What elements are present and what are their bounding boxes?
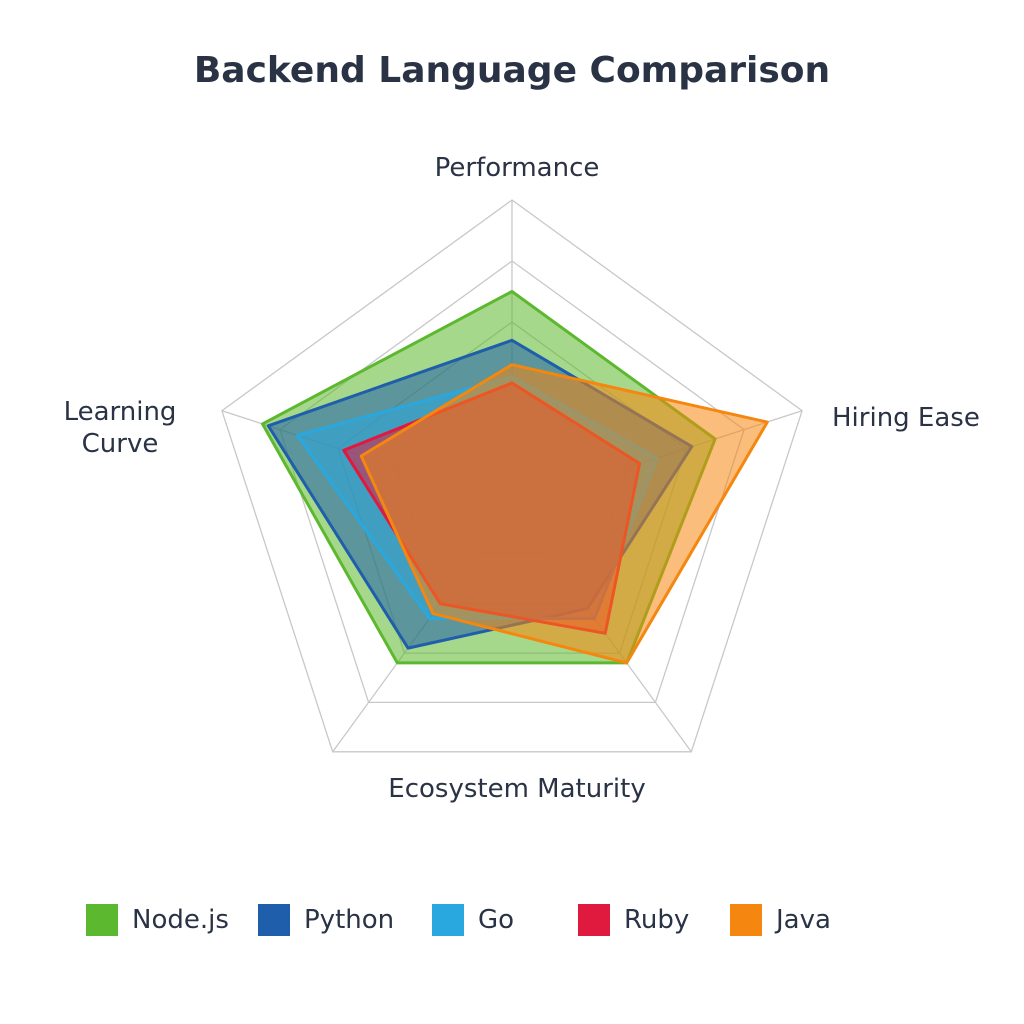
legend-swatch-ruby bbox=[578, 904, 610, 936]
legend-label-java: Java bbox=[776, 905, 831, 935]
axis-label-learning-curve: Learning Curve bbox=[40, 396, 200, 460]
axis-label-performance: Performance bbox=[434, 153, 600, 183]
legend-label-go: Go bbox=[478, 905, 515, 935]
radar-series-layer bbox=[261, 290, 769, 665]
legend-item-python[interactable]: Python bbox=[258, 900, 394, 940]
legend-label-nodejs: Node.js bbox=[132, 905, 229, 935]
axis-label-learning-curve-line2: Curve bbox=[81, 429, 159, 459]
legend-swatch-python bbox=[258, 904, 290, 936]
legend-item-ruby[interactable]: Ruby bbox=[578, 900, 689, 940]
legend-swatch-nodejs bbox=[86, 904, 118, 936]
series-java[interactable] bbox=[359, 363, 769, 665]
axis-label-ecosystem-maturity: Ecosystem Maturity bbox=[388, 774, 646, 804]
axis-label-learning-curve-line1: Learning bbox=[63, 397, 177, 427]
grid-ring-5 bbox=[221, 199, 803, 753]
chart-title: Backend Language Comparison bbox=[193, 50, 831, 91]
legend-swatch-java bbox=[730, 904, 762, 936]
legend-item-java[interactable]: Java bbox=[730, 900, 831, 940]
legend-label-python: Python bbox=[304, 905, 395, 935]
legend-swatch-go bbox=[432, 904, 464, 936]
legend-item-go[interactable]: Go bbox=[432, 900, 514, 940]
legend-item-nodejs[interactable]: Node.js bbox=[86, 900, 229, 940]
axis-label-hiring-ease: Hiring Ease bbox=[832, 403, 980, 433]
legend-label-ruby: Ruby bbox=[624, 905, 690, 935]
